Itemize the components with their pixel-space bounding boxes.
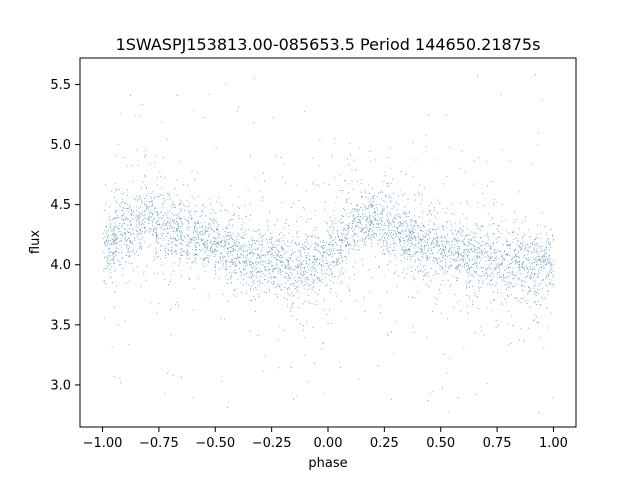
x-tick-label: 1.00 [539, 436, 568, 451]
x-tick-label: 0.00 [314, 436, 343, 451]
data-points [102, 74, 555, 414]
x-tick-label: 0.75 [483, 436, 512, 451]
x-tick-label: 0.25 [370, 436, 399, 451]
x-axis-label: phase [308, 456, 347, 471]
y-axis: 3.0 3.5 4.0 4.5 5.0 5.5 [50, 78, 80, 393]
y-tick-label: 5.5 [50, 78, 71, 93]
x-tick-label: 0.50 [426, 436, 455, 451]
x-tick-label: −0.25 [252, 436, 292, 451]
y-tick-label: 3.5 [50, 318, 71, 333]
chart-title: 1SWASPJ153813.00-085653.5 Period 144650.… [116, 35, 541, 54]
scatter-points [102, 74, 555, 414]
x-tick-label: −1.00 [83, 436, 123, 451]
x-axis: −1.00 −0.75 −0.50 −0.25 0.00 0.25 0.50 0.75 1.00 [83, 427, 568, 451]
y-tick-label: 3.0 [50, 378, 71, 393]
y-tick-label: 4.5 [50, 198, 71, 213]
y-axis-label: flux [28, 230, 43, 254]
x-tick-label: −0.50 [195, 436, 235, 451]
y-tick-label: 4.0 [50, 258, 71, 273]
y-tick-label: 5.0 [50, 138, 71, 153]
x-tick-label: −0.75 [139, 436, 179, 451]
